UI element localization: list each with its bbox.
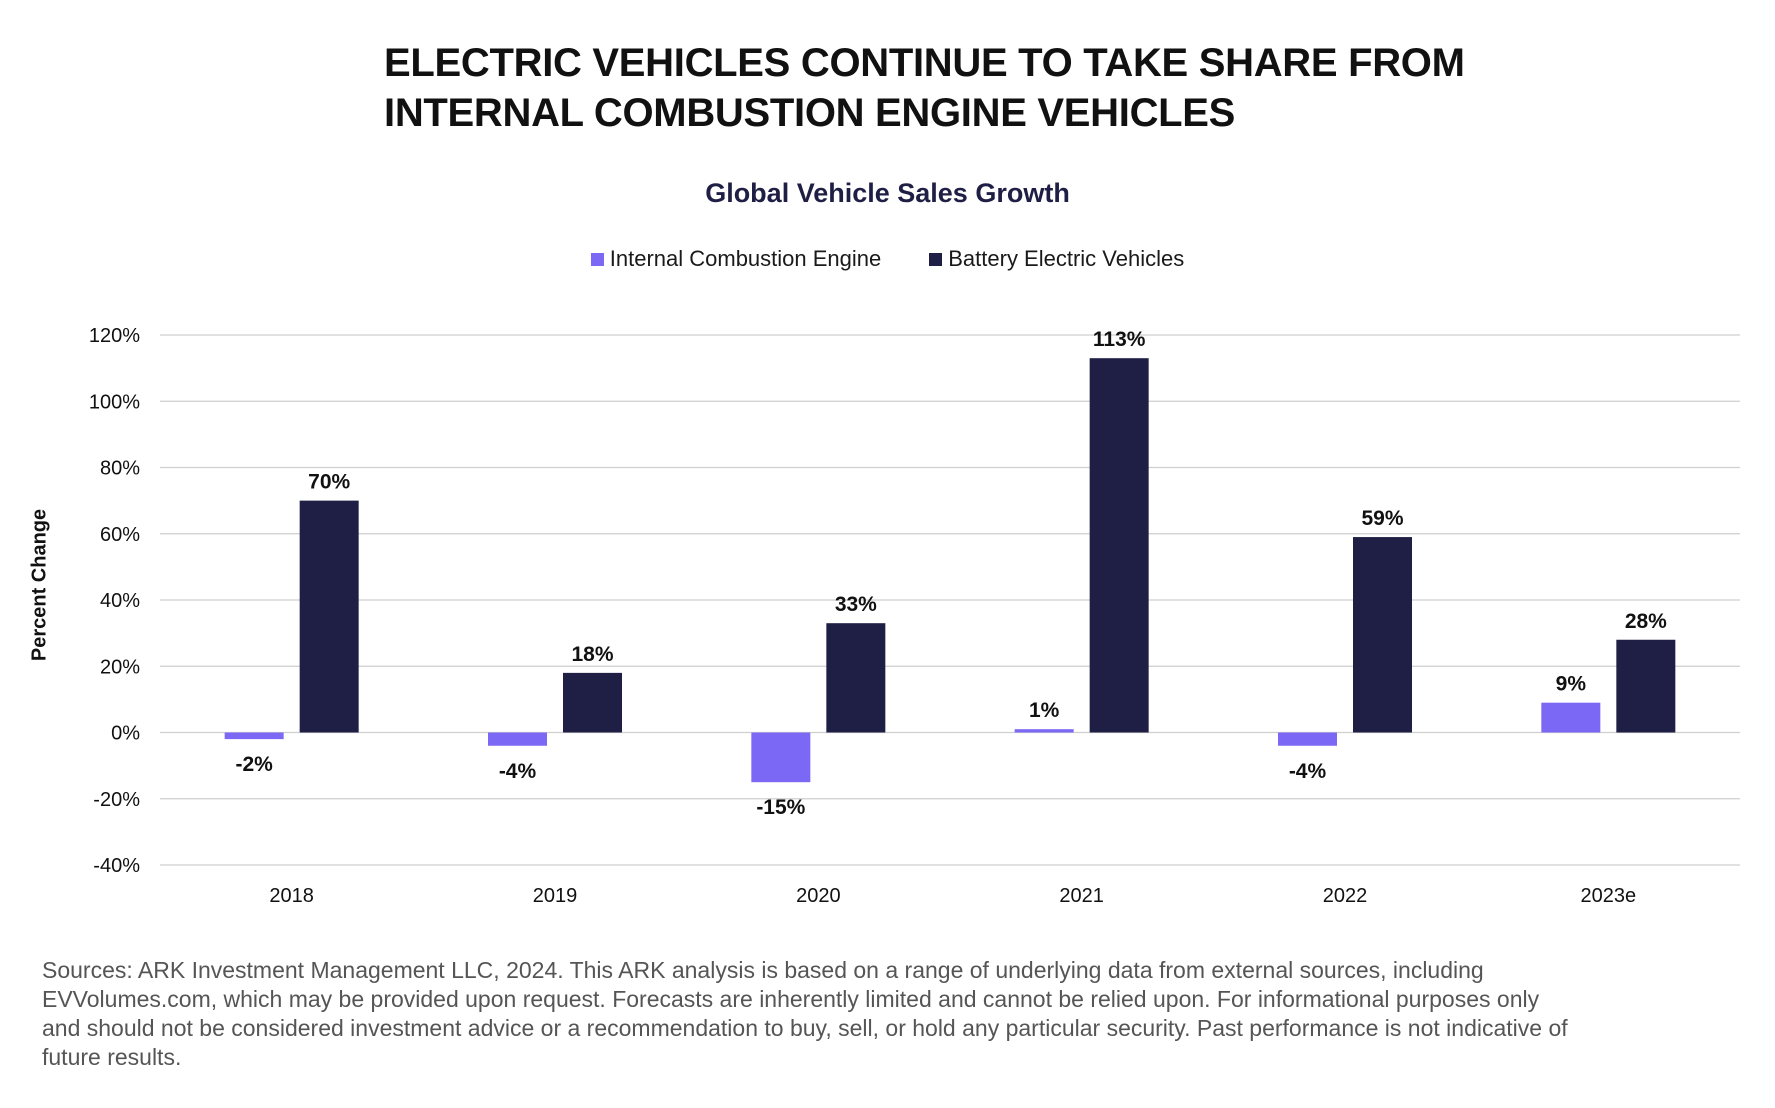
x-tick-label: 2019	[533, 885, 578, 907]
legend-swatch-ice	[590, 252, 604, 266]
bar-ice	[1014, 729, 1074, 733]
y-tick-label: 120%	[89, 325, 140, 347]
x-tick-label: 2020	[796, 885, 841, 907]
gridlines	[160, 334, 1740, 866]
data-label-bev: 18%	[571, 643, 613, 666]
data-label-bev: 59%	[1361, 507, 1403, 530]
data-label-bev: 113%	[1093, 328, 1146, 351]
data-labels: -2% 70% -4% 18% -15% 33% 1% 113% -4% 59% 9% 28%	[235, 328, 1667, 819]
bar-bev	[1353, 537, 1412, 733]
legend-swatch-bev	[929, 252, 943, 266]
x-tick-label: 2018	[269, 885, 314, 907]
data-label-bev: 70%	[308, 471, 350, 494]
y-tick-label: 20%	[100, 656, 140, 678]
headline-line-2: INTERNAL COMBUSTION ENGINE VEHICLES	[384, 91, 1236, 135]
bar-ice	[488, 732, 547, 746]
chart-legend: Internal Combustion Engine Battery Elect…	[0, 246, 1775, 272]
chart-title: Global Vehicle Sales Growth	[705, 178, 1070, 208]
chart-plot-area: 120% 100% 80% 60% 40% 20% 0% -20% -40% -2% 70% -4%…	[89, 325, 1740, 907]
data-label-ice: -4%	[1289, 760, 1327, 783]
y-tick-labels: 120% 100% 80% 60% 40% 20% 0% -20% -40%	[89, 325, 140, 877]
headline: ELECTRIC VEHICLES CONTINUE TO TAKE SHARE…	[384, 38, 1584, 138]
legend-label-bev: Battery Electric Vehicles	[948, 246, 1185, 271]
y-tick-label: -40%	[93, 855, 140, 877]
legend-item-bev: Battery Electric Vehicles	[929, 246, 1184, 272]
data-label-ice: 1%	[1029, 699, 1060, 722]
x-tick-label: 2021	[1059, 885, 1104, 907]
data-label-ice: -2%	[235, 753, 273, 776]
bar-bev	[1089, 358, 1149, 733]
bar-bev	[299, 500, 359, 733]
data-label-bev: 33%	[835, 593, 877, 616]
legend-label-ice: Internal Combustion Engine	[609, 246, 882, 271]
legend-item-ice: Internal Combustion Engine	[590, 246, 882, 272]
bar-ice	[1278, 732, 1337, 746]
y-tick-label: 0%	[111, 723, 140, 745]
data-label-ice: -15%	[756, 796, 805, 819]
data-label-ice: -4%	[499, 760, 537, 783]
bar-bev	[1616, 639, 1676, 733]
y-tick-label: 100%	[89, 391, 140, 413]
y-tick-label: 80%	[100, 458, 140, 480]
y-tick-label: 60%	[100, 524, 140, 546]
x-tick-label: 2023e	[1581, 885, 1637, 907]
bar-ice	[224, 732, 284, 740]
bars	[224, 358, 1676, 783]
y-tick-label: -20%	[93, 789, 140, 811]
data-label-bev: 28%	[1625, 610, 1667, 633]
bar-ice	[1541, 702, 1601, 733]
x-tick-label: 2022	[1323, 885, 1368, 907]
headline-line-1: ELECTRIC VEHICLES CONTINUE TO TAKE SHARE…	[384, 41, 1465, 85]
footnote: Sources: ARK Investment Management LLC, …	[42, 957, 1568, 1070]
bar-bev	[563, 672, 622, 733]
bar-ice	[751, 732, 811, 783]
y-tick-label: 40%	[100, 590, 140, 612]
bar-bev	[826, 623, 886, 733]
x-tick-labels: 2018 2019 2020 2021 2022 2023e	[269, 885, 1636, 907]
data-label-ice: 9%	[1556, 673, 1587, 696]
